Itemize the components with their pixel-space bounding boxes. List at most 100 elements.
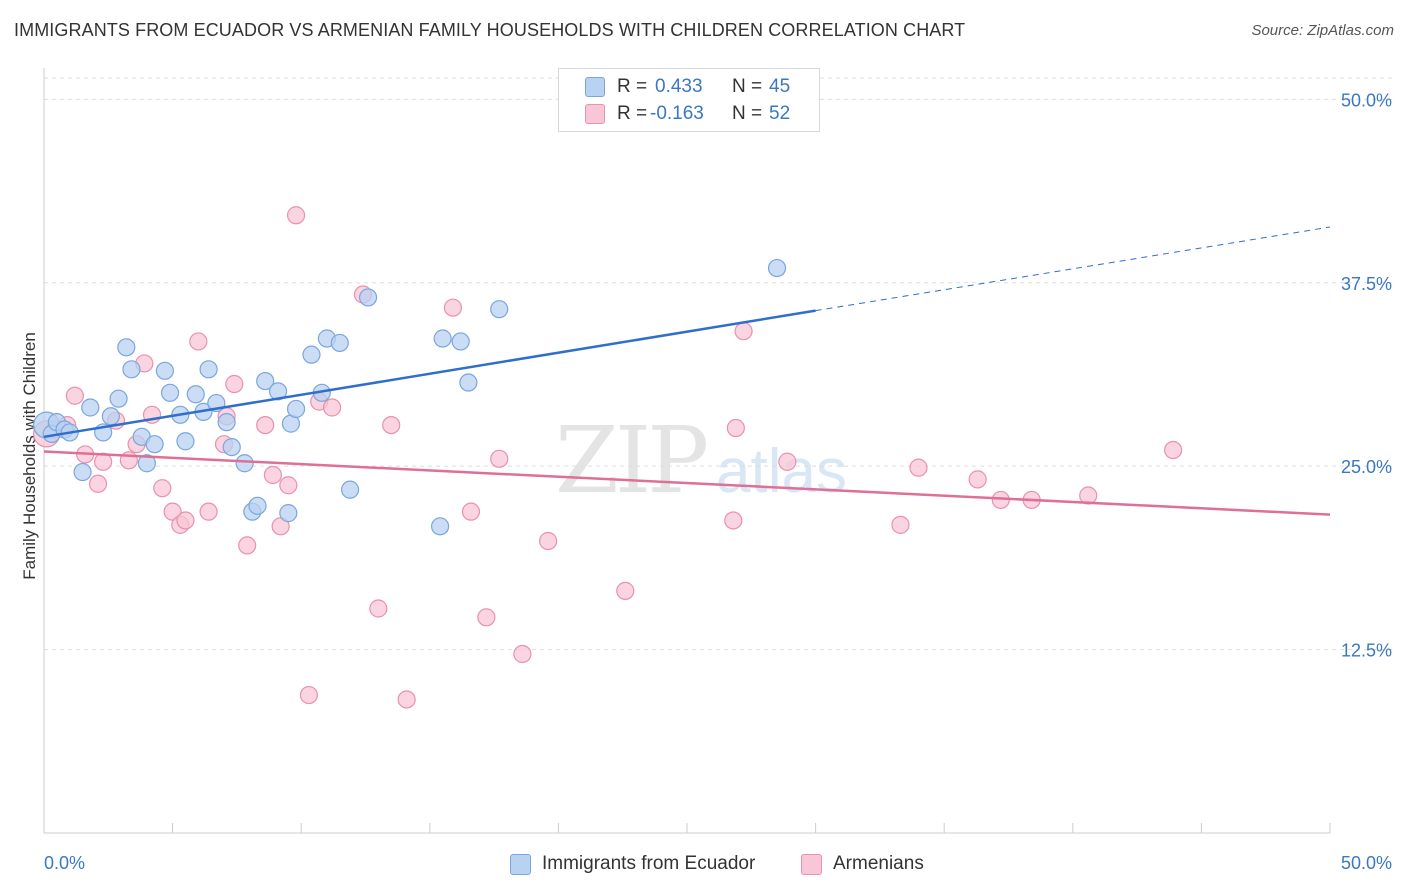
x-tick-labels: 0.0% 50.0% [44,853,1392,873]
y-tick-label: 50.0% [1341,90,1392,110]
armenians-point [726,418,745,438]
x-tick-label: 50.0% [1341,853,1392,873]
ecuador-point [145,435,164,454]
ecuador-point [109,389,128,408]
armenians-point [256,415,275,435]
armenians-trend-line [43,450,1331,516]
ecuador-point [358,288,378,307]
y-axis-label: Family Households with Children [20,332,39,580]
y-tick-label: 25.0% [1341,457,1392,477]
armenians-point [176,511,195,530]
ecuador-point [330,333,349,353]
ecuador-point [186,385,205,404]
armenians-point [382,415,401,435]
grid-lines [44,77,1392,651]
armenians-point [477,608,496,627]
armenians-point [734,322,753,341]
armenians-legend-label: Armenians [833,853,924,874]
axes [43,68,1331,834]
ecuador-point [248,496,267,515]
armenians-point [238,536,257,555]
armenians-point [909,458,928,477]
r-value: -0.163 [650,103,704,124]
n-value: 45 [769,76,791,97]
armenians-point [461,502,481,521]
armenians-point [263,465,283,485]
armenians-point [513,644,532,664]
armenians-point [88,474,108,493]
ecuador-point [268,382,288,401]
armenians-point [299,685,319,705]
armenians-point [286,206,306,225]
ecuador-point [767,258,787,278]
ecuador-point [176,432,195,451]
ecuador-point [101,407,120,426]
watermark-zip: ZIP [555,407,706,514]
source-label: Source: ZipAtlas.com [1251,22,1394,39]
watermark: ZIP atlas [555,407,847,514]
armenians-point [968,470,987,489]
ecuador-point [137,454,156,473]
armenians-point [65,386,84,405]
y-tick-label: 12.5% [1341,641,1392,661]
ecuador-swatch [585,77,605,97]
ecuador-point [340,480,360,499]
trend-lines [43,226,1331,516]
ecuador-point [451,332,470,351]
chart-title: IMMIGRANTS FROM ECUADOR VS ARMENIAN FAMI… [14,20,966,40]
armenians-point [490,449,509,468]
armenians-point [443,298,463,317]
ecuador-point [81,398,100,417]
ecuador-point [279,504,298,523]
ecuador-point [459,373,478,392]
ecuador-point [117,338,136,357]
n-value: 52 [769,103,791,124]
y-tick-label: 37.5% [1341,274,1392,294]
armenians-point [1079,486,1098,505]
ecuador-point [235,454,254,473]
n-label: N = [732,103,763,124]
ecuador-point [256,371,275,391]
ecuador-point [222,437,241,457]
armenians-point [199,502,218,521]
y-tick-labels: 12.5% 25.0% 37.5% 50.0% [1341,90,1392,660]
armenians-point [153,479,172,498]
armenians-point [397,690,416,709]
armenians-point [616,581,635,600]
ecuador-point [286,399,306,419]
stats-legend: R = 0.433 N = 45 R = -0.163 N = 52 [558,68,820,132]
ecuador-point [430,517,450,536]
armenians-point [322,398,342,417]
ecuador-point [73,462,92,482]
armenians-point [1164,440,1183,460]
ecuador-point [122,360,141,379]
ecuador-legend-swatch [510,854,531,875]
ecuador-points [32,258,787,536]
ecuador-trend-extension [815,226,1331,312]
armenians-point [189,332,208,351]
ecuador-legend-label: Immigrants from Ecuador [542,853,756,874]
ecuador-point [433,329,452,348]
ecuador-point [155,361,174,380]
ecuador-point [490,300,509,319]
watermark-atlas: atlas [716,437,847,506]
armenians-point [279,476,298,495]
armenians-point [539,531,558,551]
armenians-swatch [585,104,605,124]
armenians-point [778,452,797,471]
armenians-points [32,206,1183,709]
r-label: R = [617,103,648,124]
x-tick-label: 0.0% [44,853,85,873]
armenians-point [891,515,910,534]
armenians-legend-swatch [801,854,822,875]
armenians-point [724,511,743,530]
r-value: 0.433 [655,76,703,97]
ecuador-point [302,345,321,364]
armenians-point [225,374,244,394]
ecuador-trend-line [43,309,816,439]
ecuador-point [160,383,180,402]
armenians-point [369,599,388,618]
r-label: R = [617,76,648,97]
ecuador-point [199,360,218,379]
